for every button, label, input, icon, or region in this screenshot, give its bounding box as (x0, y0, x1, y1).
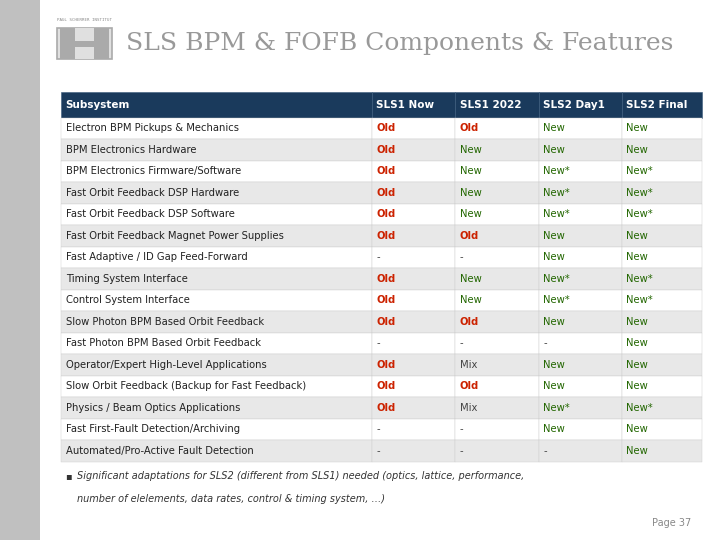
Text: Old: Old (377, 403, 396, 413)
Text: Page 37: Page 37 (652, 518, 691, 528)
Text: SLS1 Now: SLS1 Now (377, 100, 435, 110)
Text: New: New (626, 339, 648, 348)
Text: Fast Adaptive / ID Gap Feed-Forward: Fast Adaptive / ID Gap Feed-Forward (66, 253, 248, 262)
Text: Fast Orbit Feedback DSP Hardware: Fast Orbit Feedback DSP Hardware (66, 188, 239, 198)
Text: SLS2 Day1: SLS2 Day1 (543, 100, 605, 110)
Text: Old: Old (460, 317, 479, 327)
Text: Fast Photon BPM Based Orbit Feedback: Fast Photon BPM Based Orbit Feedback (66, 339, 261, 348)
Text: New*: New* (626, 274, 653, 284)
Bar (94, 28, 109, 59)
Text: Old: Old (377, 295, 396, 306)
Text: New: New (626, 145, 648, 155)
Text: Electron BPM Pickups & Mechanics: Electron BPM Pickups & Mechanics (66, 124, 239, 133)
Text: SLS1 2022: SLS1 2022 (460, 100, 521, 110)
Text: Control System Interface: Control System Interface (66, 295, 189, 306)
Text: New: New (626, 360, 648, 370)
Text: New: New (543, 124, 564, 133)
Text: New*: New* (626, 295, 653, 306)
Text: New: New (626, 317, 648, 327)
Text: -: - (460, 424, 464, 435)
Text: New: New (460, 210, 482, 219)
Text: PAUL SCHERRER INSTITUT: PAUL SCHERRER INSTITUT (57, 18, 112, 22)
Text: New: New (543, 231, 564, 241)
Text: Subsystem: Subsystem (66, 100, 130, 110)
Text: New: New (543, 145, 564, 155)
Bar (76, 28, 94, 40)
Text: BPM Electronics Firmware/Software: BPM Electronics Firmware/Software (66, 166, 241, 177)
Text: -: - (543, 339, 546, 348)
Text: New: New (460, 188, 482, 198)
Text: New*: New* (543, 274, 570, 284)
Text: New*: New* (626, 403, 653, 413)
Text: New: New (626, 446, 648, 456)
Text: -: - (377, 339, 380, 348)
Text: -: - (377, 446, 380, 456)
Text: Old: Old (460, 381, 479, 391)
Text: Old: Old (377, 381, 396, 391)
Text: Mix: Mix (460, 403, 477, 413)
Text: Old: Old (460, 124, 479, 133)
Text: -: - (543, 446, 546, 456)
Text: Physics / Beam Optics Applications: Physics / Beam Optics Applications (66, 403, 240, 413)
Text: Old: Old (377, 360, 396, 370)
Text: -: - (460, 339, 464, 348)
Text: ▪: ▪ (65, 471, 71, 482)
Text: New: New (543, 360, 564, 370)
Text: Old: Old (377, 317, 396, 327)
Text: New*: New* (543, 295, 570, 306)
Bar (76, 46, 94, 59)
Text: Significant adaptations for SLS2 (different from SLS1) needed (optics, lattice, : Significant adaptations for SLS2 (differ… (77, 471, 524, 482)
Text: Automated/Pro-Active Fault Detection: Automated/Pro-Active Fault Detection (66, 446, 253, 456)
Text: New*: New* (543, 166, 570, 177)
Text: New: New (460, 295, 482, 306)
Text: New: New (460, 274, 482, 284)
Text: New: New (543, 253, 564, 262)
Text: New*: New* (626, 166, 653, 177)
Text: -: - (460, 446, 464, 456)
Text: BPM Electronics Hardware: BPM Electronics Hardware (66, 145, 196, 155)
Text: -: - (377, 424, 380, 435)
Text: New*: New* (626, 210, 653, 219)
Text: New*: New* (543, 210, 570, 219)
Text: Old: Old (460, 231, 479, 241)
Text: -: - (377, 253, 380, 262)
Text: Old: Old (377, 145, 396, 155)
Text: New*: New* (626, 188, 653, 198)
Bar (60, 28, 76, 59)
Text: -: - (460, 253, 464, 262)
Bar (60, 40, 109, 46)
Text: Fast Orbit Feedback Magnet Power Supplies: Fast Orbit Feedback Magnet Power Supplie… (66, 231, 284, 241)
Text: New: New (626, 253, 648, 262)
Text: New: New (626, 381, 648, 391)
Text: New: New (543, 381, 564, 391)
Text: Slow Orbit Feedback (Backup for Fast Feedback): Slow Orbit Feedback (Backup for Fast Fee… (66, 381, 306, 391)
Text: New: New (626, 231, 648, 241)
Text: New*: New* (543, 188, 570, 198)
Text: Mix: Mix (460, 360, 477, 370)
Text: Fast First-Fault Detection/Archiving: Fast First-Fault Detection/Archiving (66, 424, 240, 435)
Text: New: New (626, 424, 648, 435)
Text: Operator/Expert High-Level Applications: Operator/Expert High-Level Applications (66, 360, 266, 370)
Text: Timing System Interface: Timing System Interface (66, 274, 188, 284)
Text: Old: Old (377, 231, 396, 241)
Text: New*: New* (543, 403, 570, 413)
Text: number of elelements, data rates, control & timing system, …): number of elelements, data rates, contro… (77, 494, 385, 504)
Text: SLS2 Final: SLS2 Final (626, 100, 688, 110)
Text: SLS BPM & FOFB Components & Features: SLS BPM & FOFB Components & Features (126, 32, 673, 55)
Text: Old: Old (377, 274, 396, 284)
Text: Old: Old (377, 210, 396, 219)
Text: Old: Old (377, 124, 396, 133)
Text: New: New (626, 124, 648, 133)
Text: Fast Orbit Feedback DSP Software: Fast Orbit Feedback DSP Software (66, 210, 235, 219)
Text: Old: Old (377, 166, 396, 177)
Text: New: New (460, 166, 482, 177)
Text: Old: Old (377, 188, 396, 198)
Text: New: New (543, 317, 564, 327)
Text: New: New (460, 145, 482, 155)
FancyBboxPatch shape (57, 28, 112, 59)
Text: Slow Photon BPM Based Orbit Feedback: Slow Photon BPM Based Orbit Feedback (66, 317, 264, 327)
Text: New: New (543, 424, 564, 435)
